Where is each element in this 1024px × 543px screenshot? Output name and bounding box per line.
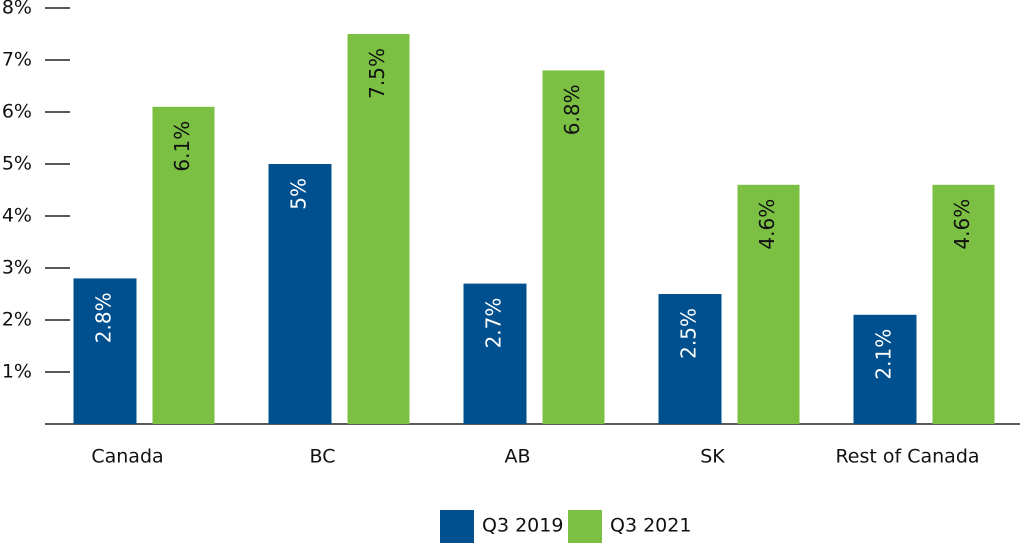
value-label: 5% bbox=[287, 178, 311, 210]
legend-swatch bbox=[440, 510, 474, 543]
y-tick-label: 8% bbox=[2, 0, 32, 19]
legend-label: Q3 2019 bbox=[482, 515, 563, 537]
value-label: 2.8% bbox=[92, 292, 116, 343]
value-label: 6.8% bbox=[560, 84, 584, 135]
y-tick-label: 2% bbox=[2, 309, 32, 331]
x-tick-label: BC bbox=[310, 446, 336, 468]
bar bbox=[932, 184, 995, 424]
x-tick-label: SK bbox=[700, 446, 725, 468]
x-tick-label: AB bbox=[504, 446, 530, 468]
bar bbox=[463, 283, 527, 424]
y-tick-label: 7% bbox=[2, 49, 32, 71]
bar bbox=[152, 106, 215, 425]
bar bbox=[268, 164, 332, 424]
bar bbox=[658, 294, 722, 424]
bar bbox=[737, 184, 800, 424]
value-label: 4.6% bbox=[950, 199, 974, 250]
value-label: 2.5% bbox=[677, 308, 701, 359]
value-label: 2.1% bbox=[872, 329, 896, 380]
y-tick-label: 4% bbox=[2, 205, 32, 227]
y-tick-label: 5% bbox=[2, 153, 32, 175]
x-tick-label: Rest of Canada bbox=[835, 446, 979, 468]
y-tick-label: 3% bbox=[2, 257, 32, 279]
y-tick-label: 1% bbox=[2, 361, 32, 383]
bar bbox=[347, 34, 410, 424]
value-label: 7.5% bbox=[365, 48, 389, 99]
legend-label: Q3 2021 bbox=[610, 515, 691, 537]
x-tick-label: Canada bbox=[91, 446, 163, 468]
value-label: 2.7% bbox=[482, 298, 506, 349]
y-tick-label: 6% bbox=[2, 101, 32, 123]
value-label: 6.1% bbox=[170, 121, 194, 172]
value-label: 4.6% bbox=[755, 199, 779, 250]
bar bbox=[73, 278, 137, 424]
legend-swatch bbox=[568, 510, 602, 543]
bar bbox=[853, 314, 917, 424]
bar bbox=[542, 70, 605, 425]
